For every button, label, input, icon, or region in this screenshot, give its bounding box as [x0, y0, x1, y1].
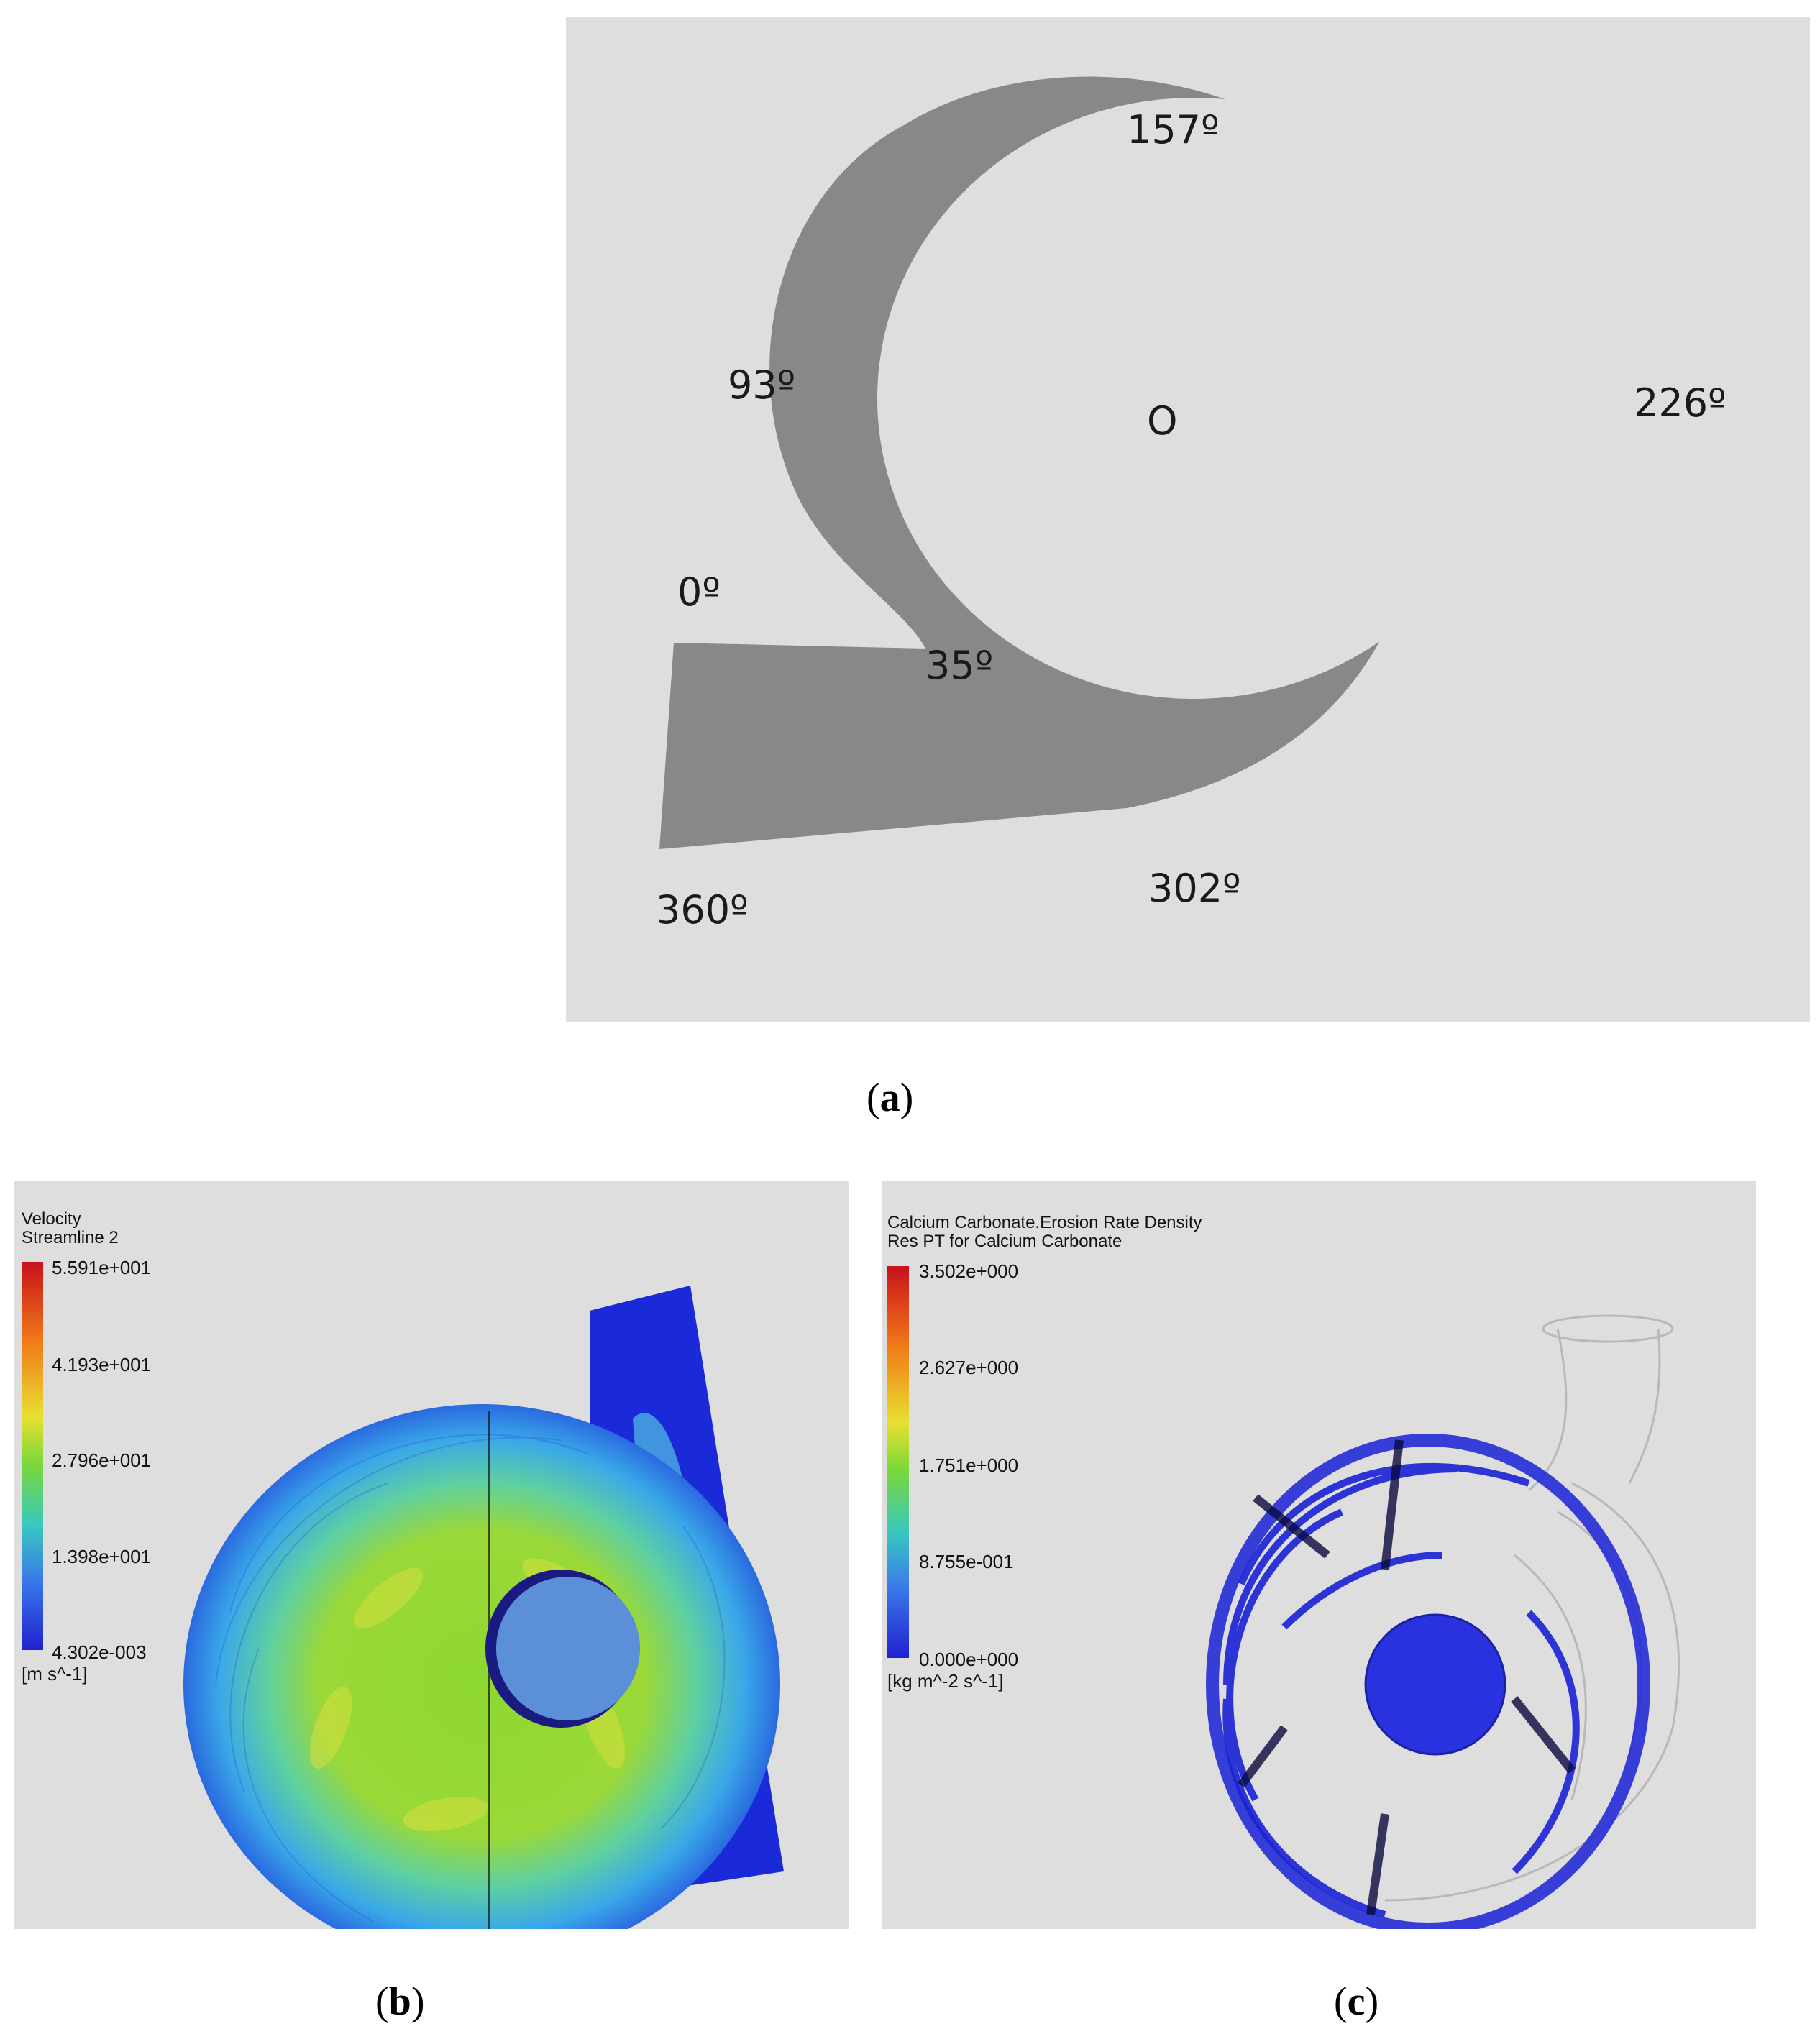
velocity-casing-flow — [183, 1404, 780, 1929]
legend-unit: [kg m^-2 s^-1] — [887, 1670, 1004, 1692]
impeller-hub — [1364, 1613, 1506, 1756]
center-label: O — [1147, 398, 1178, 444]
angle-label-93: 93º — [728, 362, 796, 408]
tick-label: 2.627e+000 — [919, 1357, 1019, 1378]
angle-label-302: 302º — [1148, 866, 1241, 911]
legend-unit: [m s^-1] — [22, 1663, 88, 1685]
tick-label: 2.796e+001 — [52, 1449, 152, 1471]
legend-title: Calcium Carbonate.Erosion Rate Density R… — [887, 1213, 1202, 1251]
tick-label: 1.398e+001 — [52, 1546, 152, 1567]
volute-angle-diagram: 157º 93º 226º O 0º 35º 360º 302º — [566, 17, 1810, 1022]
tick-label: 1.751e+000 — [919, 1454, 1019, 1476]
velocity-colorbar — [22, 1262, 43, 1650]
erosion-field-render — [1206, 1314, 1680, 1929]
erosion-rate-panel: Calcium Carbonate.Erosion Rate Density R… — [882, 1181, 1756, 1929]
caption-b: (b) — [375, 1979, 425, 2024]
angle-label-35: 35º — [925, 643, 994, 688]
impeller-hub — [496, 1577, 640, 1720]
tick-label: 3.502e+000 — [919, 1260, 1019, 1282]
impeller-bore — [877, 98, 1510, 699]
legend-title: Velocity Streamline 2 — [22, 1209, 119, 1247]
erosion-colorbar — [887, 1266, 909, 1658]
angle-label-0: 0º — [677, 569, 721, 615]
angle-label-157: 157º — [1127, 107, 1220, 152]
volute-casing-shape — [659, 76, 1510, 849]
tick-label: 5.591e+001 — [52, 1257, 152, 1278]
angle-label-360: 360º — [656, 887, 749, 933]
erosion-casing-flow — [1206, 1434, 1650, 1929]
tick-label: 8.755e-001 — [919, 1551, 1014, 1572]
angle-label-226: 226º — [1634, 380, 1727, 426]
tick-label: 4.193e+001 — [52, 1354, 152, 1375]
tick-label: 4.302e-003 — [52, 1641, 147, 1663]
velocity-field-render — [183, 1286, 784, 1929]
caption-c: (c) — [1334, 1979, 1379, 2024]
velocity-streamline-panel: Velocity Streamline 2 5.591e+001 4.193e+… — [14, 1181, 849, 1929]
caption-a: (a) — [866, 1076, 914, 1120]
tick-label: 0.000e+000 — [919, 1649, 1019, 1670]
